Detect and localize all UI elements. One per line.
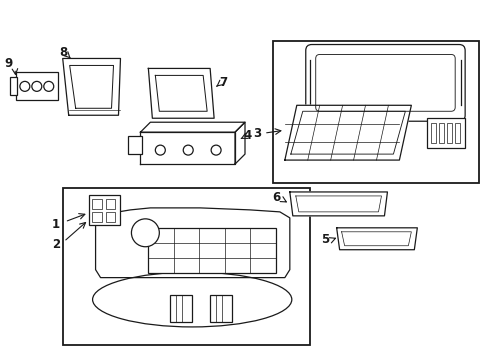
Bar	[427, 118, 464, 148]
Polygon shape	[62, 58, 120, 115]
Bar	[430, 123, 435, 143]
FancyBboxPatch shape	[315, 54, 454, 111]
Circle shape	[32, 81, 41, 91]
Bar	[105, 199, 115, 209]
Text: 4: 4	[244, 129, 252, 142]
Bar	[210, 294, 232, 323]
Bar	[10, 77, 17, 95]
Bar	[148, 228, 275, 273]
Bar	[438, 123, 443, 143]
Bar	[170, 294, 192, 323]
Polygon shape	[140, 132, 235, 164]
Text: 2: 2	[52, 238, 60, 251]
Text: 5: 5	[321, 233, 329, 246]
Polygon shape	[148, 68, 214, 118]
Text: 6: 6	[272, 192, 281, 204]
Circle shape	[183, 145, 193, 155]
Text: 8: 8	[60, 46, 68, 59]
Bar	[88, 195, 120, 225]
Bar	[454, 123, 459, 143]
Circle shape	[44, 81, 54, 91]
Polygon shape	[235, 122, 244, 164]
Bar	[105, 212, 115, 222]
Bar	[91, 212, 102, 222]
FancyBboxPatch shape	[305, 45, 464, 121]
Polygon shape	[95, 208, 289, 278]
Text: 9: 9	[5, 57, 13, 70]
Bar	[91, 199, 102, 209]
Bar	[62, 188, 309, 345]
Text: 1: 1	[52, 218, 60, 231]
Polygon shape	[140, 122, 244, 132]
Bar	[272, 41, 478, 183]
Bar	[447, 123, 451, 143]
Polygon shape	[289, 192, 386, 216]
Circle shape	[155, 145, 165, 155]
Text: 3: 3	[252, 127, 261, 140]
Circle shape	[131, 219, 159, 247]
Circle shape	[211, 145, 221, 155]
Circle shape	[20, 81, 30, 91]
Bar	[16, 72, 58, 100]
Text: 7: 7	[219, 76, 227, 89]
Polygon shape	[336, 228, 416, 250]
Polygon shape	[285, 105, 410, 160]
Bar	[128, 136, 142, 154]
